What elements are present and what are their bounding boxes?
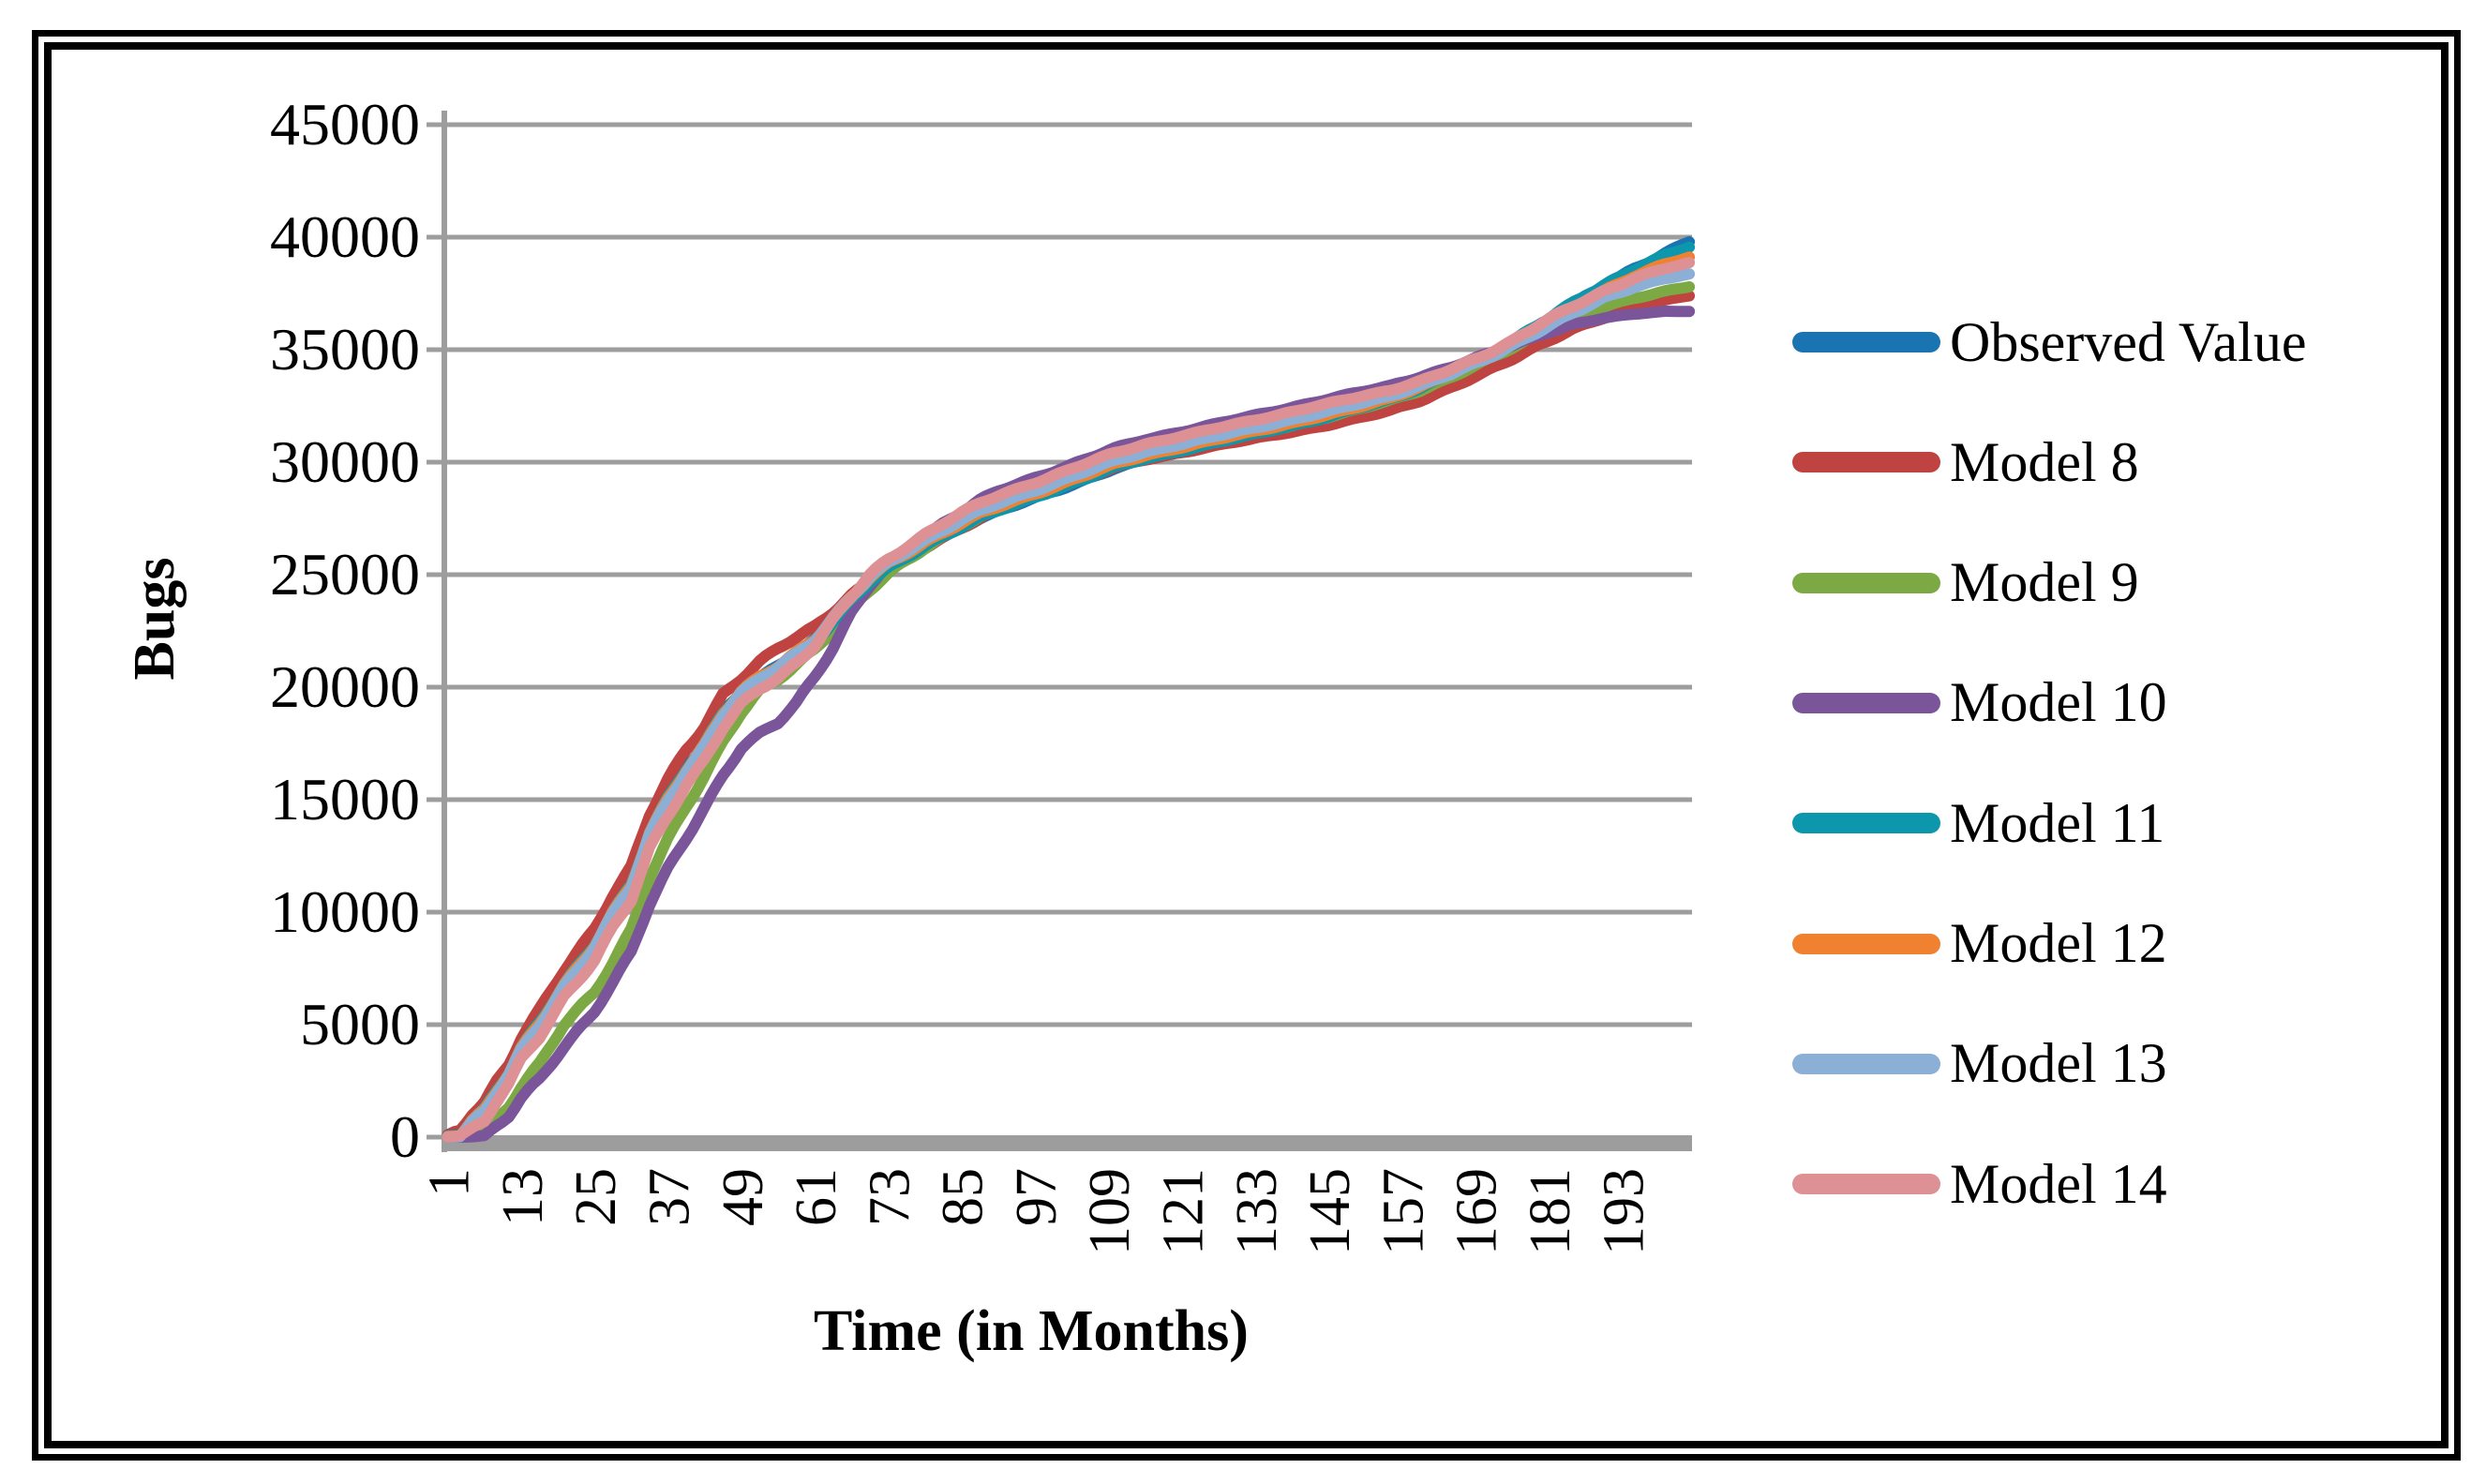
legend-swatch-model-8	[1792, 452, 1940, 473]
legend-item-model-9: Model 9	[1792, 550, 2139, 616]
y-tick-label-20000: 20000	[270, 653, 420, 720]
x-tick-label-13: 13	[491, 1168, 555, 1226]
y-tick-label-15000: 15000	[270, 766, 420, 832]
x-tick-label-109: 109	[1078, 1168, 1142, 1255]
legend-label: Model 10	[1950, 671, 2167, 734]
x-tick-label-145: 145	[1298, 1168, 1362, 1255]
x-tick-label-61: 61	[785, 1168, 848, 1226]
x-tick-label-157: 157	[1371, 1168, 1435, 1255]
series-line-model-12	[442, 251, 1696, 1143]
series-line-model-13	[442, 268, 1696, 1143]
legend-item-model-12: Model 12	[1792, 911, 2167, 977]
series-line-model-11	[442, 241, 1696, 1142]
y-tick-label-40000: 40000	[270, 203, 420, 270]
legend-item-model-11: Model 11	[1792, 790, 2164, 856]
y-tick-label-25000: 25000	[270, 541, 420, 607]
y-tick-label-10000: 10000	[270, 878, 420, 945]
x-axis-line	[442, 1135, 1692, 1151]
legend-item-model-14: Model 14	[1792, 1151, 2167, 1217]
y-tick-label-30000: 30000	[270, 428, 420, 495]
axes	[427, 111, 1692, 1152]
legend-swatch-model-11	[1792, 813, 1940, 834]
legend-label: Observed Value	[1950, 310, 2307, 373]
legend-swatch-model-9	[1792, 572, 1940, 593]
x-tick-label-97: 97	[1005, 1168, 1069, 1226]
x-tick-label-133: 133	[1225, 1168, 1289, 1255]
legend-label: Model 11	[1950, 791, 2165, 854]
legend-swatch-observed-value	[1792, 332, 1940, 352]
legend-label: Model 14	[1950, 1152, 2167, 1215]
legend-swatch-model-14	[1792, 1174, 1940, 1195]
legend-item-model-13: Model 13	[1792, 1031, 2167, 1097]
legend-swatch-model-12	[1792, 933, 1940, 954]
x-tick-label-37: 37	[637, 1168, 701, 1226]
legend-label: Model 8	[1950, 430, 2139, 493]
series-line-model-14	[442, 257, 1696, 1143]
x-tick-label-85: 85	[932, 1168, 996, 1226]
y-tick-label-35000: 35000	[270, 316, 420, 382]
x-tick-label-181: 181	[1519, 1168, 1582, 1255]
x-tick-label-1: 1	[418, 1168, 482, 1197]
legend-swatch-model-13	[1792, 1053, 1940, 1074]
x-tick-label-169: 169	[1445, 1168, 1509, 1255]
legend-label: Model 13	[1950, 1032, 2167, 1095]
y-tick-label-45000: 45000	[270, 91, 420, 157]
legend-item-model-8: Model 8	[1792, 429, 2139, 495]
x-tick-label-121: 121	[1152, 1168, 1216, 1255]
legend-label: Model 12	[1950, 912, 2167, 974]
x-tick-label-193: 193	[1592, 1168, 1655, 1255]
series-line-model-9	[442, 281, 1696, 1143]
y-axis-title: Bugs	[123, 558, 187, 681]
x-axis-title: Time (in Months)	[814, 1299, 1249, 1363]
legend-item-observed-value: Observed Value	[1792, 309, 2306, 375]
legend-label: Model 9	[1950, 551, 2139, 614]
series-line-model-8	[442, 290, 1696, 1141]
series-lines	[442, 236, 1696, 1143]
x-tick-label-73: 73	[858, 1168, 921, 1226]
x-tick-label-49: 49	[711, 1168, 775, 1226]
x-tick-label-25: 25	[564, 1168, 628, 1226]
legend-swatch-model-10	[1792, 692, 1940, 713]
tick-labels: 0 5000 10000 15000 20000 25000 30000 35000 40000…	[270, 91, 1655, 1255]
series-line-model-10	[442, 306, 1696, 1143]
legend-item-model-10: Model 10	[1792, 670, 2167, 736]
y-tick-label-0: 0	[390, 1103, 420, 1170]
y-tick-label-5000: 5000	[300, 991, 420, 1057]
